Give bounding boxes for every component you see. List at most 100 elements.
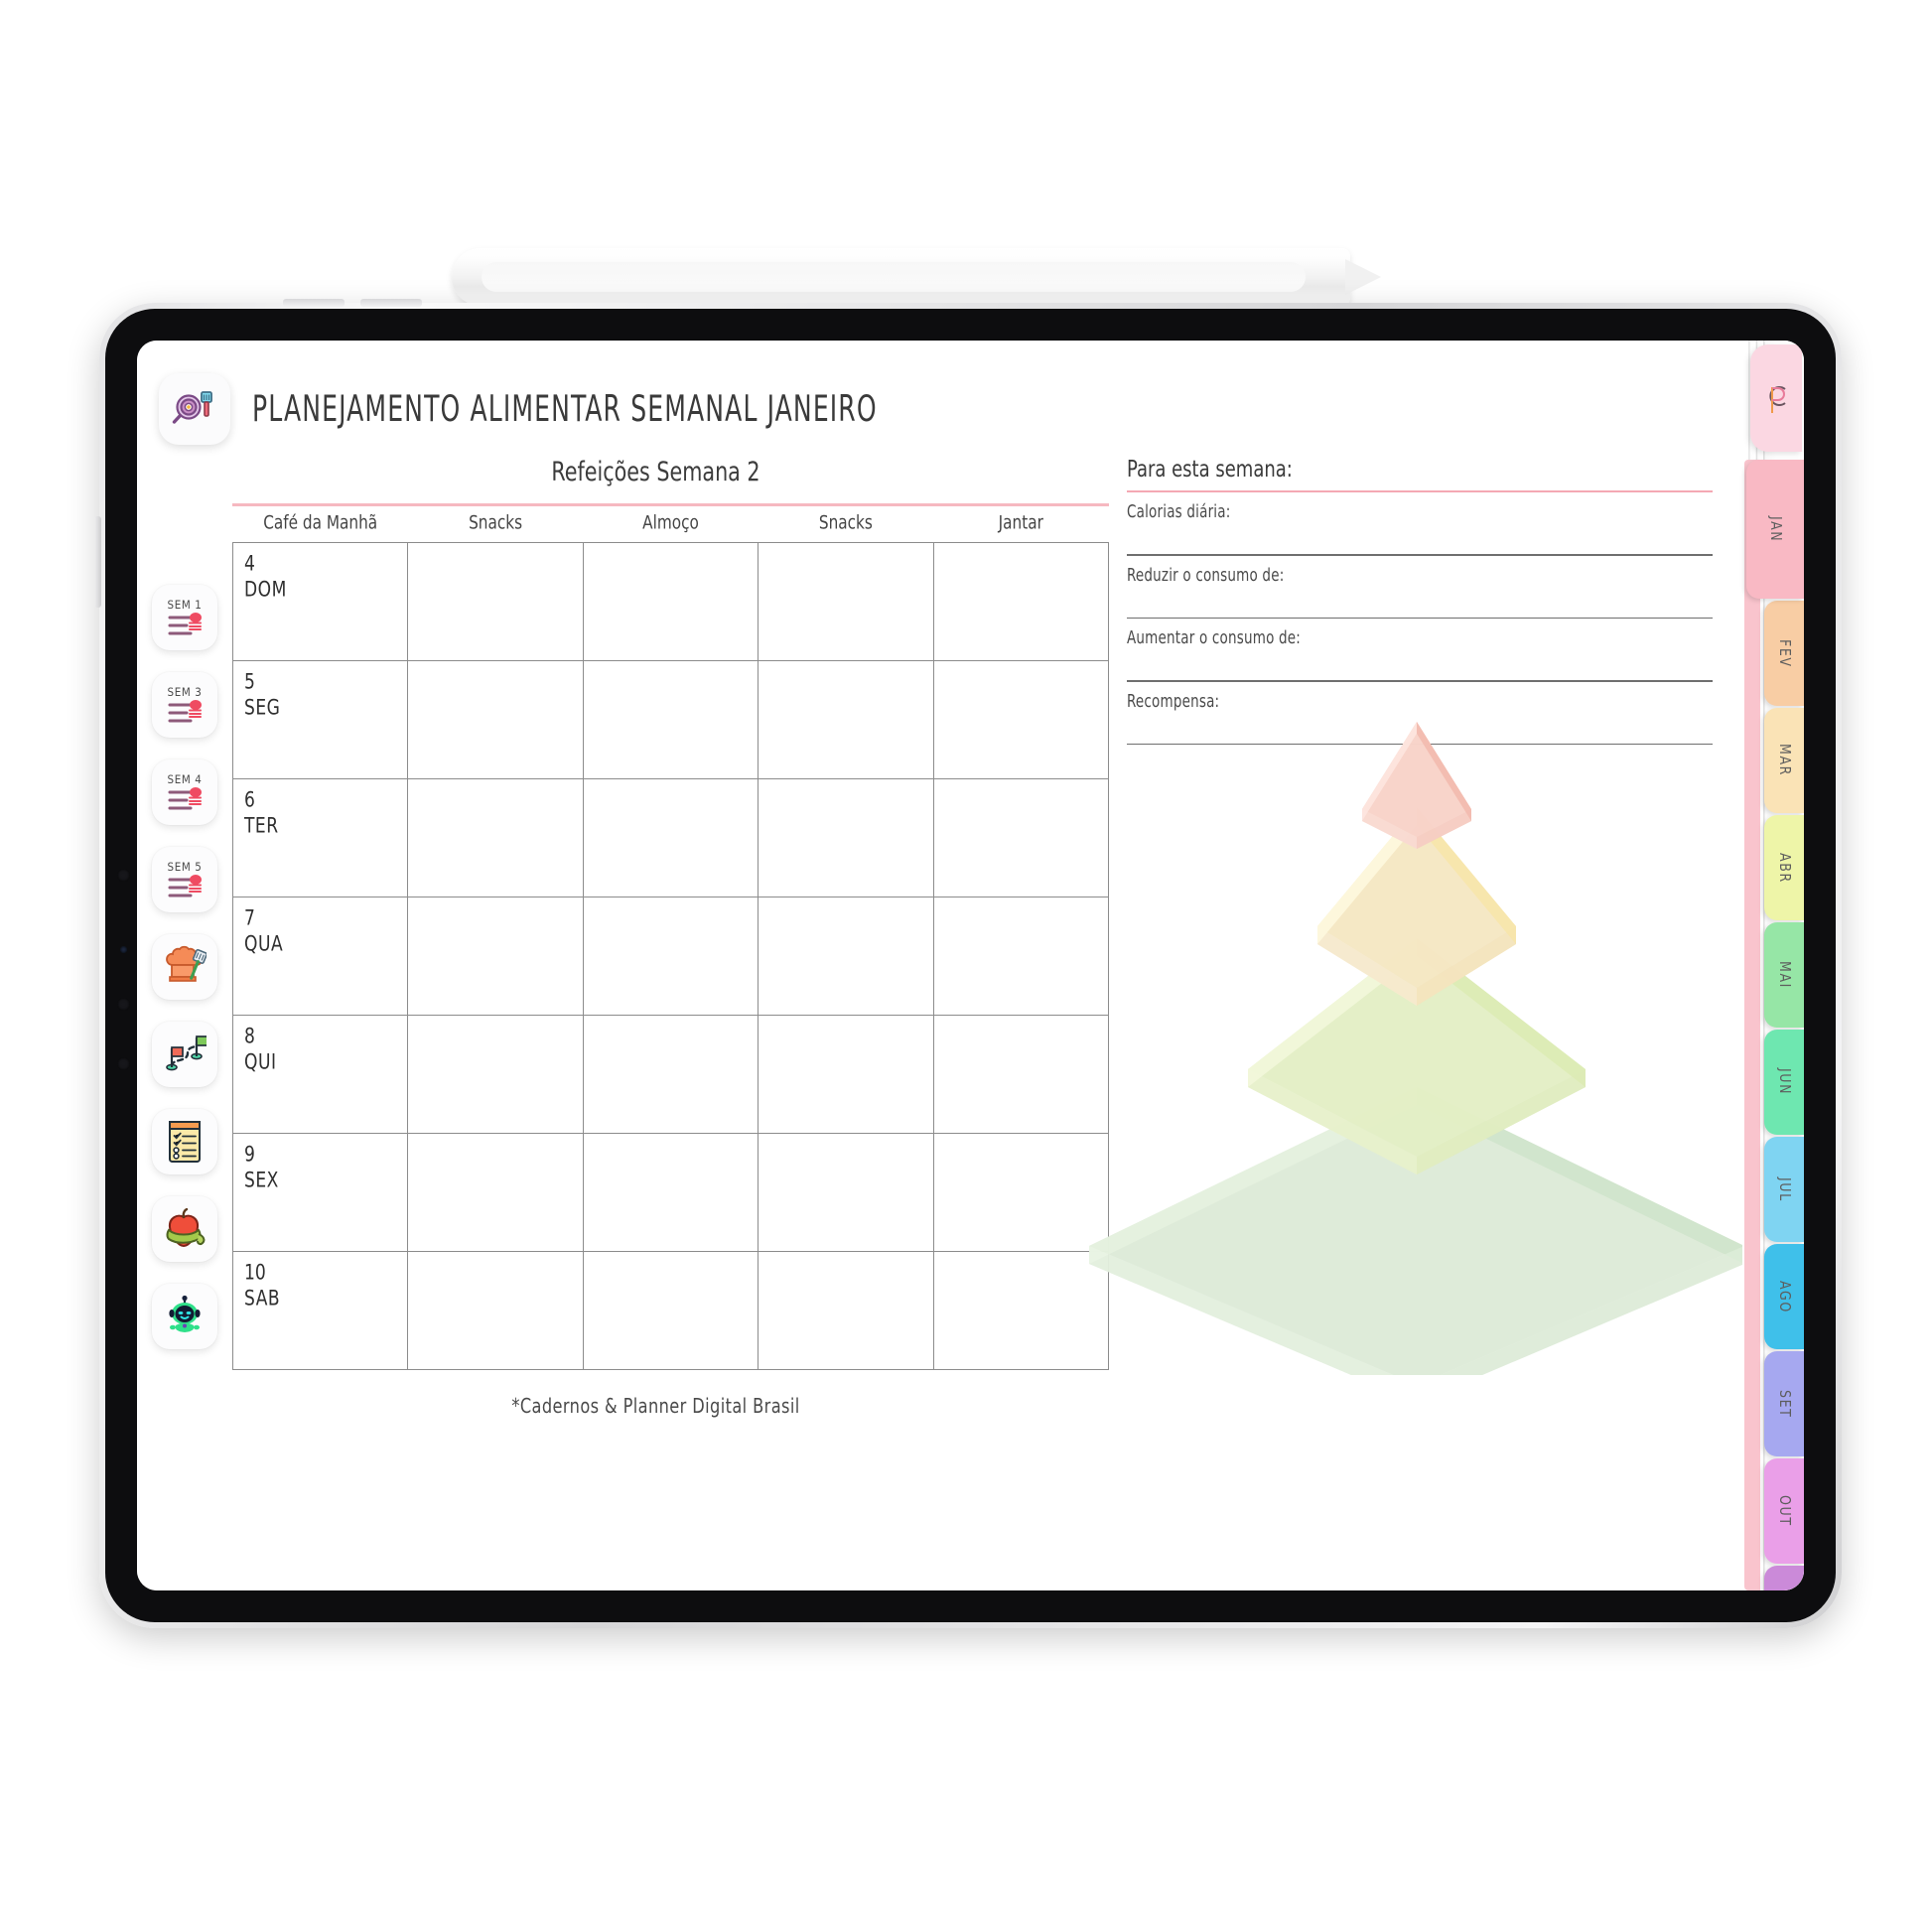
day-cell[interactable]: 7 QUA (231, 897, 409, 1016)
meal-cell-lunch[interactable] (582, 660, 759, 779)
month-tab-jan[interactable]: JAN (1746, 460, 1804, 599)
brand-logo-tab[interactable] (1750, 345, 1802, 452)
meal-cell-lunch[interactable] (582, 1133, 759, 1252)
meal-cell-dinner[interactable] (932, 660, 1110, 779)
meal-cell-lunch[interactable] (582, 778, 759, 897)
day-abbr: SEX (244, 1168, 279, 1193)
sidebar-item-sem-5[interactable]: SEM 5 (152, 847, 217, 912)
sidebar-item-checklist[interactable] (152, 1109, 217, 1174)
month-tab-label: JAN (1766, 515, 1784, 543)
power-button[interactable] (94, 516, 101, 608)
month-tab-rail: JAN FEV MAR ABR MAI JUN JUL (1742, 341, 1804, 1590)
day-cell[interactable]: 5 SEG (231, 660, 409, 779)
sidebar-item-sem-1[interactable]: SEM 1 (152, 585, 217, 650)
month-tab-fev[interactable]: FEV (1764, 601, 1804, 706)
frying-pan-spatula-icon (172, 391, 212, 424)
day-abbr: SEG (244, 695, 281, 721)
table-row: 7 QUA (231, 897, 1110, 1016)
meal-plan-section: Refeições Semana 2 Café da Manhã Snacks … (231, 458, 1127, 1419)
meal-cell-lunch[interactable] (582, 542, 759, 661)
app-icon-button[interactable] (159, 373, 230, 445)
sidebar-item-recipes[interactable] (152, 934, 217, 1000)
month-tab-ago[interactable]: AGO (1764, 1244, 1804, 1349)
apple-measuring-tape-icon (166, 1208, 206, 1248)
meal-cell-snacks-1[interactable] (407, 542, 584, 661)
meal-cell-snacks-1[interactable] (407, 778, 584, 897)
page-title: PLANEJAMENTO ALIMENTAR SEMANAL JANEIRO (252, 387, 878, 431)
sidebar-item-assistant[interactable] (152, 1284, 217, 1349)
month-tab-out[interactable]: OUT (1764, 1458, 1804, 1564)
month-tab-set[interactable]: SET (1764, 1351, 1804, 1456)
sidebar-item-weight[interactable] (152, 1196, 217, 1262)
meal-cell-dinner[interactable] (932, 1133, 1110, 1252)
field-calories[interactable]: Calorias diária: (1127, 492, 1713, 556)
sidebar-item-label: SEM 5 (167, 859, 203, 874)
chef-hat-spatula-icon (166, 945, 207, 982)
stylus (452, 248, 1350, 306)
day-cell[interactable]: 8 QUI (231, 1015, 409, 1134)
meal-cell-dinner[interactable] (932, 778, 1110, 897)
month-tab-nov[interactable]: NOV (1764, 1566, 1804, 1590)
left-sidebar: SEM 1 (137, 460, 232, 1417)
month-tab-label: JUN (1775, 1068, 1793, 1096)
tablet-screen: PLANEJAMENTO ALIMENTAR SEMANAL JANEIRO S… (137, 341, 1804, 1590)
sidebar-item-goals[interactable] (152, 1022, 217, 1087)
day-abbr: DOM (244, 577, 287, 603)
month-tab-mai[interactable]: MAI (1764, 922, 1804, 1028)
day-cell[interactable]: 6 TER (231, 778, 409, 897)
table-header-row: Café da Manhã Snacks Almoço Snacks Janta… (233, 508, 1109, 543)
day-number: 8 (244, 1024, 255, 1049)
meal-cell-snacks-2[interactable] (758, 897, 934, 1016)
cutlery-icon (168, 786, 202, 809)
meal-cell-lunch[interactable] (582, 1251, 759, 1370)
sidebar-item-sem-3[interactable]: SEM 3 (152, 672, 217, 738)
meal-cell-snacks-2[interactable] (758, 1015, 934, 1134)
month-tab-mar[interactable]: MAR (1764, 708, 1804, 813)
cutlery-icon (168, 874, 202, 897)
page-footer: *Cadernos & Planner Digital Brasil (511, 1394, 800, 1419)
cp-monogram-logo (1769, 386, 1786, 413)
table-row: 9 SEX (231, 1133, 1110, 1252)
meal-cell-snacks-2[interactable] (758, 660, 934, 779)
cutlery-icon (168, 699, 202, 722)
month-tab-jul[interactable]: JUL (1764, 1137, 1804, 1242)
table-row: 5 SEG (231, 660, 1110, 779)
day-cell[interactable]: 10 SAB (231, 1251, 409, 1370)
sidebar-item-sem-4[interactable]: SEM 4 (152, 759, 217, 825)
day-cell[interactable]: 4 DOM (231, 542, 409, 661)
volume-down-button[interactable] (360, 299, 422, 307)
meal-cell-snacks-2[interactable] (758, 1133, 934, 1252)
meal-cell-snacks-2[interactable] (758, 778, 934, 897)
day-cell[interactable]: 9 SEX (231, 1133, 409, 1252)
field-reward[interactable]: Recompensa: (1127, 682, 1713, 745)
meal-cell-snacks-1[interactable] (407, 1251, 584, 1370)
field-label: Aumentar o consumo de: (1127, 627, 1302, 648)
month-tab-label: OUT (1775, 1495, 1793, 1527)
active-month-spine (1744, 460, 1760, 1590)
meal-cell-snacks-1[interactable] (407, 660, 584, 779)
month-tab-abr[interactable]: ABR (1764, 815, 1804, 920)
meal-cell-dinner[interactable] (932, 542, 1110, 661)
meal-cell-snacks-1[interactable] (407, 1133, 584, 1252)
meal-cell-snacks-2[interactable] (758, 1251, 934, 1370)
field-reduce[interactable]: Reduzir o consumo de: (1127, 556, 1713, 619)
planner-page: PLANEJAMENTO ALIMENTAR SEMANAL JANEIRO S… (137, 341, 1804, 1590)
pyramid-tier-3 (1248, 938, 1586, 1174)
column-header-dinner: Jantar (998, 511, 1043, 534)
meal-cell-lunch[interactable] (582, 1015, 759, 1134)
field-increase[interactable]: Aumentar o consumo de: (1127, 619, 1713, 682)
meal-cell-dinner[interactable] (932, 1251, 1110, 1370)
day-abbr: SAB (244, 1286, 281, 1311)
pyramid-tier-base (1089, 1087, 1744, 1403)
meal-cell-dinner[interactable] (932, 1015, 1110, 1134)
month-tab-jun[interactable]: JUN (1764, 1030, 1804, 1135)
meal-cell-lunch[interactable] (582, 897, 759, 1016)
volume-up-button[interactable] (283, 299, 345, 307)
month-tab-label: MAR (1775, 744, 1793, 777)
meal-cell-snacks-1[interactable] (407, 897, 584, 1016)
meal-cell-snacks-2[interactable] (758, 542, 934, 661)
food-pyramid-svg (1089, 722, 1744, 1403)
meal-cell-snacks-1[interactable] (407, 1015, 584, 1134)
camera-dot (117, 998, 130, 1011)
meal-cell-dinner[interactable] (932, 897, 1110, 1016)
